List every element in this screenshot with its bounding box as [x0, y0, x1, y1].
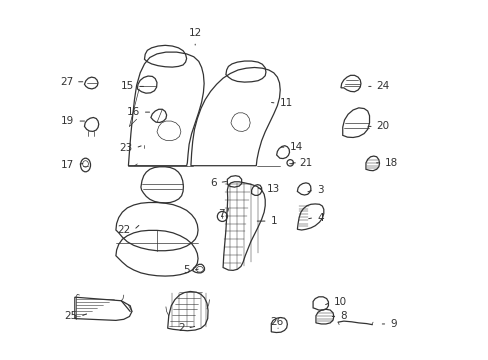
Text: 4: 4 [316, 212, 323, 222]
Text: 23: 23 [119, 143, 132, 153]
Text: 11: 11 [279, 98, 292, 108]
Text: 7: 7 [218, 209, 224, 219]
Text: 18: 18 [384, 158, 397, 168]
Text: 27: 27 [60, 77, 73, 87]
Text: 21: 21 [299, 158, 312, 168]
Text: 10: 10 [333, 297, 346, 307]
Text: 8: 8 [340, 311, 346, 321]
Text: 6: 6 [209, 177, 216, 188]
Text: 16: 16 [126, 107, 140, 117]
Text: 3: 3 [316, 185, 323, 195]
Text: 14: 14 [289, 142, 302, 152]
Text: 25: 25 [64, 311, 77, 321]
Text: 9: 9 [389, 319, 396, 329]
Text: 17: 17 [61, 159, 74, 170]
Text: 5: 5 [183, 265, 189, 275]
Text: 24: 24 [376, 81, 389, 91]
Text: 22: 22 [118, 225, 131, 235]
Text: 13: 13 [266, 184, 280, 194]
Text: 1: 1 [270, 216, 277, 226]
Text: 20: 20 [376, 121, 389, 131]
Text: 15: 15 [121, 81, 134, 91]
Text: 12: 12 [188, 28, 202, 38]
Text: 19: 19 [61, 116, 74, 126]
Text: 26: 26 [269, 317, 283, 327]
Text: 2: 2 [178, 323, 184, 333]
